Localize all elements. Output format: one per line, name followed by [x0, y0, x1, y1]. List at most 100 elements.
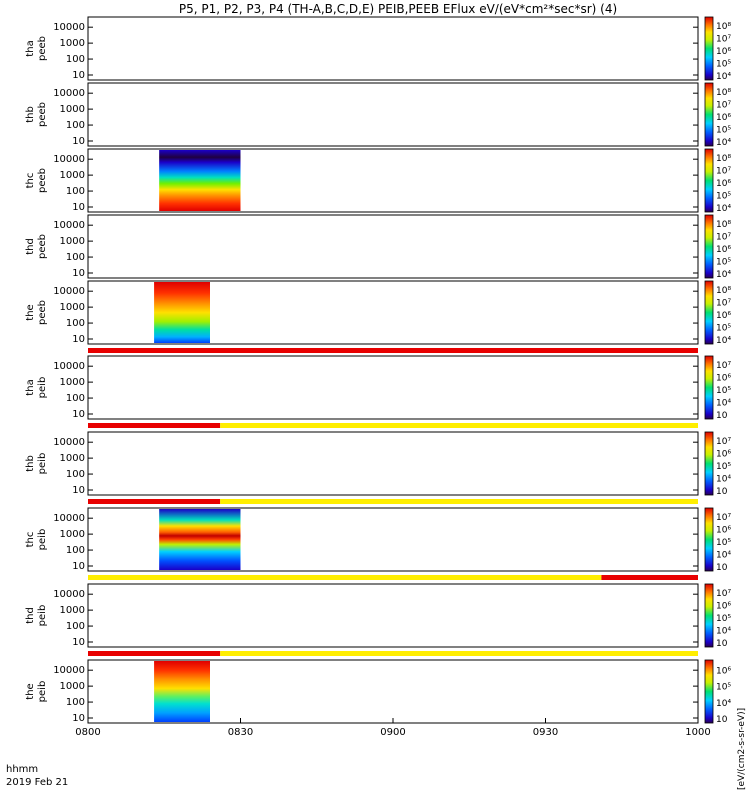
colorbar-tick-label: 10⁵ — [716, 683, 731, 693]
colorbar-tick-label: 10⁷ — [716, 437, 731, 447]
panel-label-product: peib — [37, 681, 48, 703]
x-axis-date: 2019 Feb 21 — [6, 777, 68, 788]
panel-label-product: peeb — [37, 36, 48, 61]
colorbar-tick-label: 10⁶ — [716, 245, 731, 255]
colorbar-tick-label: 10⁶ — [716, 602, 731, 612]
y-tick-label: 1000 — [60, 453, 85, 464]
colorbar-tick-label: 10⁵ — [716, 462, 731, 472]
panel-tha-peeb: 10 100 1000 10000 tha peeb 10⁴ 10⁵ 10⁶ 10⁷ 10⁸ — [25, 17, 731, 82]
colorbar-tick-label: 10⁳ — [716, 563, 728, 573]
spectrogram-block — [154, 282, 210, 343]
mode-bar-segment — [88, 651, 220, 656]
colorbar-tick-label: 10⁸ — [716, 220, 731, 230]
colorbar-tick-label: 10⁴ — [716, 270, 731, 280]
colorbar-tick-label: 10⁷ — [716, 101, 731, 111]
x-tick-label: 0930 — [533, 727, 558, 738]
panel-frame — [88, 432, 698, 495]
y-tick-label: 10 — [72, 409, 85, 420]
panel-label-product: peib — [37, 377, 48, 399]
panel-label-product: peeb — [37, 168, 48, 193]
x-axis-label: hhmm — [6, 764, 38, 775]
colorbar — [705, 660, 713, 723]
y-tick-label: 1000 — [60, 302, 85, 313]
y-tick-label: 100 — [66, 252, 85, 263]
y-tick-label: 10000 — [53, 88, 85, 99]
y-tick-label: 1000 — [60, 170, 85, 181]
colorbar-tick-label: 10⁴ — [716, 204, 731, 214]
panel-thc-peeb: 10 100 1000 10000 thc peeb 10⁴ 10⁵ 10⁶ 10⁷ 10⁸ — [25, 149, 731, 214]
y-tick-label: 10000 — [53, 286, 85, 297]
y-tick-label: 1000 — [60, 377, 85, 388]
y-tick-label: 10 — [72, 713, 85, 724]
colorbar-tick-label: 10⁸ — [716, 22, 731, 32]
panel-label-product: peib — [37, 453, 48, 475]
y-tick-label: 100 — [66, 469, 85, 480]
colorbar-tick-label: 10⁴ — [716, 627, 731, 637]
colorbar — [705, 149, 713, 212]
mode-bar-segment — [601, 575, 698, 580]
y-tick-label: 10 — [72, 561, 85, 572]
x-tick-label: 0900 — [380, 727, 405, 738]
y-tick-label: 10000 — [53, 437, 85, 448]
colorbar-tick-label: 10⁵ — [716, 324, 731, 334]
y-tick-label: 10 — [72, 637, 85, 648]
panel-label-probe: the — [25, 304, 36, 320]
y-tick-label: 10 — [72, 485, 85, 496]
y-tick-label: 1000 — [60, 529, 85, 540]
x-tick-label: 0800 — [75, 727, 100, 738]
colorbar-tick-label: 10⁶ — [716, 47, 731, 57]
panel-the-peib: 10 100 1000 10000 the peib 10⁳ 10⁴ 10⁵ 10⁶ — [25, 660, 731, 725]
colorbar-tick-label: 10⁸ — [716, 154, 731, 164]
y-tick-label: 1000 — [60, 104, 85, 115]
panel-thd-peeb: 10 100 1000 10000 thd peeb 10⁴ 10⁵ 10⁶ 10⁷ 10⁸ — [25, 215, 731, 280]
colorbar-tick-label: 10⁷ — [716, 167, 731, 177]
panel-label-probe: thb — [25, 455, 36, 472]
y-tick-label: 1000 — [60, 605, 85, 616]
colorbar-tick-label: 10⁵ — [716, 386, 731, 396]
colorbar-tick-label: 10⁶ — [716, 179, 731, 189]
colorbar-tick-label: 10⁴ — [716, 138, 731, 148]
colorbar-tick-label: 10⁴ — [716, 551, 731, 561]
y-tick-label: 10000 — [53, 589, 85, 600]
colorbar-tick-label: 10⁶ — [716, 666, 731, 676]
chart-title: P5, P1, P2, P3, P4 (TH-A,B,C,D,E) PEIB,P… — [179, 2, 617, 16]
colorbar-tick-label: 10⁸ — [716, 286, 731, 296]
mode-bar-segment — [88, 348, 698, 353]
panel-tha-peib: 10100100010000tha peib10⁳10⁴10⁵10⁶10⁷ — [25, 356, 731, 428]
panel-label-probe: tha — [25, 379, 36, 395]
panel-thc-peib: 10 100 1000 10000 thc peib 10⁳ 10⁴ 10⁵ 10⁶ 10⁷ — [25, 508, 731, 580]
colorbar-tick-label: 10⁴ — [716, 699, 731, 709]
colorbar — [705, 432, 713, 495]
x-tick-label: 0830 — [228, 727, 253, 738]
panel-label-product: peib — [37, 605, 48, 627]
colorbar-tick-label: 10⁵ — [716, 192, 731, 202]
y-tick-label: 10000 — [53, 154, 85, 165]
y-tick-label: 10 — [72, 268, 85, 279]
panel-label-probe: thc — [25, 173, 36, 189]
colorbar-tick-label: 10⁳ — [716, 487, 728, 497]
y-tick-label: 10 — [72, 136, 85, 147]
colorbar — [705, 356, 713, 419]
colorbar — [705, 83, 713, 146]
colorbar-tick-label: 10⁶ — [716, 113, 731, 123]
panel-thb-peeb: 10100100010000thb peeb10⁴10⁵10⁶10⁷10⁸ — [25, 83, 731, 148]
colorbar-tick-label: 10⁷ — [716, 35, 731, 45]
colorbar — [705, 215, 713, 278]
colorbar — [705, 17, 713, 80]
colorbar-tick-label: 10⁳ — [716, 715, 728, 725]
y-tick-label: 100 — [66, 621, 85, 632]
colorbar-tick-label: 10⁴ — [716, 72, 731, 82]
panel-label-probe: thd — [25, 607, 36, 624]
y-tick-label: 100 — [66, 318, 85, 329]
y-tick-label: 10 — [72, 202, 85, 213]
colorbar-tick-label: 10⁴ — [716, 475, 731, 485]
mode-bar-segment — [88, 499, 220, 504]
mode-bar-segment — [220, 423, 698, 428]
y-tick-label: 100 — [66, 54, 85, 65]
colorbar-tick-label: 10⁷ — [716, 299, 731, 309]
colorbar-tick-label: 10⁶ — [716, 526, 731, 536]
colorbar — [705, 508, 713, 571]
y-tick-label: 10 — [72, 334, 85, 345]
colorbar-tick-label: 10⁷ — [716, 361, 731, 371]
y-tick-label: 1000 — [60, 681, 85, 692]
